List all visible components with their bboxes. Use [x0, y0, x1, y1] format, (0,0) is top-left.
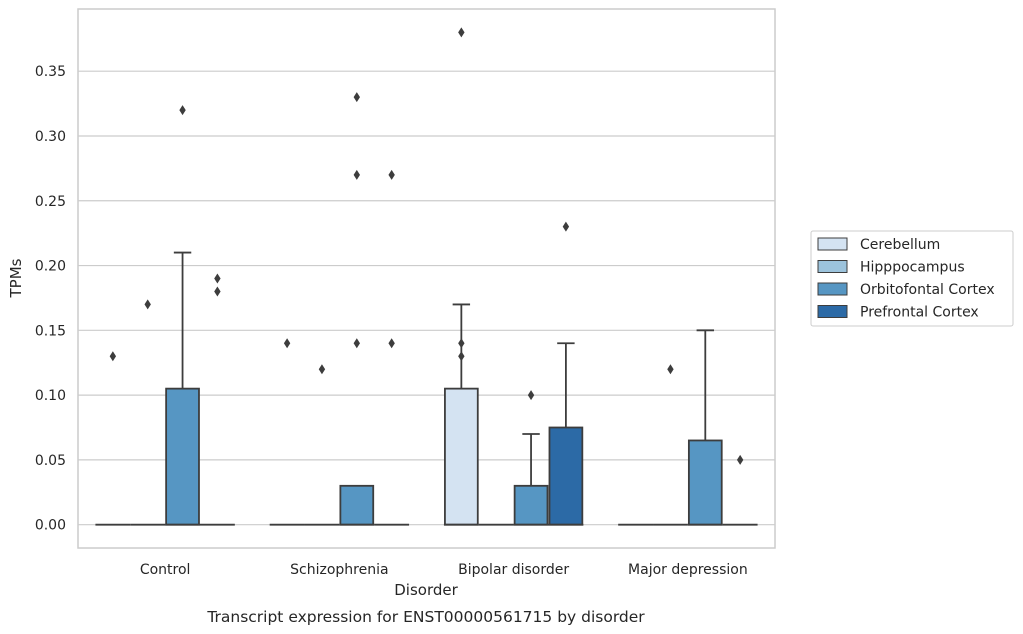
x-tick-label: Schizophrenia — [290, 562, 388, 578]
y-axis-ticks: 0.00 0.05 0.10 0.15 0.20 0.25 0.30 0.35 — [35, 64, 66, 533]
y-tick-label: 0.10 — [35, 388, 66, 404]
box-group — [443, 27, 479, 526]
legend-label: Cerebellum — [860, 237, 940, 253]
box-group — [339, 92, 375, 526]
legend-label: Prefrontal Cortex — [860, 305, 979, 321]
outlier-point — [318, 364, 326, 375]
x-axis-ticks: Control Schizophrenia Bipolar disorder Majo… — [140, 562, 748, 578]
plot-frame — [77, 8, 776, 549]
outlier-point — [667, 364, 674, 375]
y-tick-label: 0.35 — [35, 64, 66, 80]
y-tick-label: 0.05 — [35, 453, 66, 469]
legend-frame — [810, 230, 1014, 327]
outlier-point — [179, 105, 186, 116]
box-group — [269, 338, 305, 526]
chart-title: Transcript expression for ENST0000056171… — [206, 608, 645, 626]
y-tick-label: 0.25 — [35, 194, 66, 210]
box — [687, 439, 723, 526]
outlier-point — [353, 92, 360, 103]
outlier-point — [736, 454, 744, 465]
box-group — [513, 390, 549, 526]
box-group — [722, 454, 758, 526]
outlier-point — [458, 27, 465, 38]
outlier-point — [388, 169, 395, 180]
box-group — [95, 351, 131, 526]
x-axis-label: Disorder — [394, 581, 458, 599]
legend-swatch — [817, 237, 848, 251]
box-group — [653, 364, 688, 526]
outlier-point — [283, 338, 291, 349]
box-group — [199, 273, 235, 526]
box-group — [130, 299, 166, 526]
box-group — [304, 364, 340, 526]
box-group — [687, 329, 723, 526]
legend: Cerebellum Hipppocampus Orbitofontal Corte… — [810, 230, 1014, 327]
box-marks — [95, 27, 758, 526]
y-tick-label: 0.20 — [35, 259, 66, 275]
box — [165, 387, 200, 526]
outlier-point — [144, 299, 151, 310]
x-tick-label: Major depression — [628, 562, 748, 578]
box — [513, 484, 549, 526]
outlier-point — [527, 390, 535, 401]
outlier-point — [458, 338, 465, 349]
legend-swatch — [817, 305, 848, 318]
outlier-point — [353, 169, 360, 180]
x-tick-label: Bipolar disorder — [458, 562, 569, 578]
outlier-point — [458, 351, 465, 362]
box-group — [374, 169, 410, 526]
y-axis-label: TPMs — [7, 258, 25, 298]
outlier-point — [214, 286, 221, 297]
box-group — [165, 105, 200, 526]
outlier-point — [353, 338, 360, 349]
legend-swatch — [817, 260, 848, 273]
box — [548, 426, 584, 526]
box — [444, 387, 479, 526]
legend-swatch — [817, 282, 848, 296]
outlier-point — [109, 351, 117, 362]
legend-label: Orbitofontal Cortex — [860, 282, 995, 298]
box — [339, 484, 375, 526]
y-tick-label: 0.15 — [35, 323, 66, 339]
outlier-point — [214, 273, 221, 284]
x-tick-label: Control — [140, 562, 191, 578]
box-group — [548, 221, 584, 526]
outlier-point — [388, 338, 395, 349]
outlier-point — [562, 221, 570, 232]
y-tick-label: 0.30 — [35, 129, 66, 145]
y-tick-label: 0.00 — [35, 518, 66, 534]
legend-label: Hipppocampus — [860, 260, 965, 276]
